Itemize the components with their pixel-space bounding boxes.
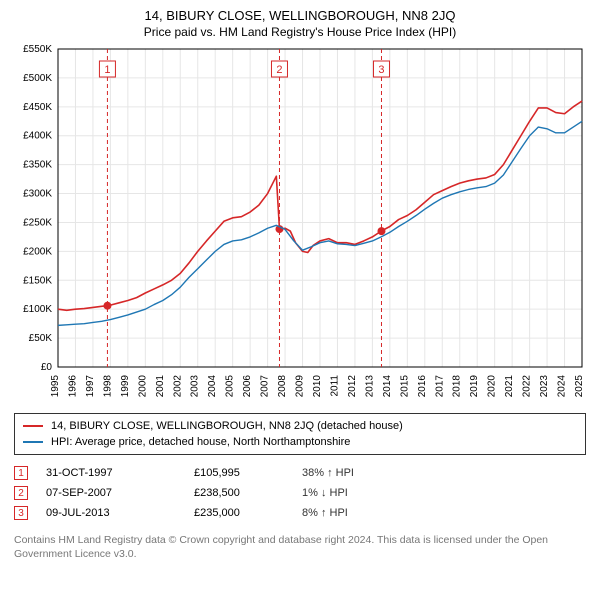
sale-hpi-diff: 1% ↓ HPI <box>302 483 402 503</box>
svg-text:2024: 2024 <box>557 375 568 398</box>
svg-text:2017: 2017 <box>434 375 445 398</box>
svg-text:£500K: £500K <box>23 73 52 84</box>
svg-text:£100K: £100K <box>23 304 52 315</box>
sale-date: 31-OCT-1997 <box>46 463 176 483</box>
sales-row: 3 09-JUL-2013 £235,000 8% ↑ HPI <box>14 503 586 523</box>
chart-subtitle: Price paid vs. HM Land Registry's House … <box>14 25 586 39</box>
svg-text:2002: 2002 <box>172 375 183 398</box>
svg-text:2: 2 <box>276 64 282 76</box>
chart-svg: £0 £50K £100K £150K £200K £250K £300K £350K £400… <box>14 45 586 405</box>
svg-text:2018: 2018 <box>452 375 463 398</box>
sale-date: 09-JUL-2013 <box>46 503 176 523</box>
svg-text:2019: 2019 <box>469 375 480 398</box>
sale-price: £238,500 <box>194 483 284 503</box>
legend-swatch <box>23 441 43 443</box>
legend-label: HPI: Average price, detached house, Nort… <box>51 434 350 450</box>
svg-text:2000: 2000 <box>137 375 148 398</box>
sale-date: 07-SEP-2007 <box>46 483 176 503</box>
svg-text:2005: 2005 <box>225 375 236 398</box>
legend-swatch <box>23 425 43 427</box>
svg-text:£350K: £350K <box>23 160 52 171</box>
svg-text:2023: 2023 <box>539 375 550 398</box>
svg-text:2010: 2010 <box>312 375 323 398</box>
svg-text:£150K: £150K <box>23 275 52 286</box>
svg-text:1: 1 <box>104 64 110 76</box>
svg-text:2014: 2014 <box>382 375 393 398</box>
svg-text:1997: 1997 <box>85 375 96 398</box>
legend-row: 14, BIBURY CLOSE, WELLINGBOROUGH, NN8 2J… <box>23 418 577 434</box>
sale-hpi-diff: 38% ↑ HPI <box>302 463 402 483</box>
sales-table: 131-OCT-1997£105,99538% ↑ HPI207-SEP-200… <box>14 463 586 523</box>
svg-text:1998: 1998 <box>102 375 113 398</box>
sales-row: 1 31-OCT-1997 £105,995 38% ↑ HPI <box>14 463 586 483</box>
svg-text:£0: £0 <box>41 362 53 373</box>
svg-text:2013: 2013 <box>364 375 375 398</box>
svg-text:2006: 2006 <box>242 375 253 398</box>
svg-text:1995: 1995 <box>50 375 61 398</box>
sales-row: 2 07-SEP-2007 £238,500 1% ↓ HPI <box>14 483 586 503</box>
sale-hpi-diff: 8% ↑ HPI <box>302 503 402 523</box>
svg-text:£400K: £400K <box>23 131 52 142</box>
svg-text:2007: 2007 <box>260 375 271 398</box>
legend-label: 14, BIBURY CLOSE, WELLINGBOROUGH, NN8 2J… <box>51 418 403 434</box>
svg-text:2022: 2022 <box>522 375 533 398</box>
sale-marker-badge: 1 <box>14 466 28 480</box>
svg-text:£300K: £300K <box>23 189 52 200</box>
series-legend: 14, BIBURY CLOSE, WELLINGBOROUGH, NN8 2J… <box>14 413 586 455</box>
svg-text:2011: 2011 <box>329 375 340 397</box>
svg-text:2021: 2021 <box>504 375 515 398</box>
svg-text:3: 3 <box>378 64 384 76</box>
svg-text:2009: 2009 <box>295 375 306 398</box>
svg-text:£250K: £250K <box>23 217 52 228</box>
svg-text:2008: 2008 <box>277 375 288 398</box>
legend-row: HPI: Average price, detached house, Nort… <box>23 434 577 450</box>
svg-text:2015: 2015 <box>399 375 410 398</box>
svg-text:£50K: £50K <box>29 333 53 344</box>
svg-text:2012: 2012 <box>347 375 358 398</box>
sale-price: £235,000 <box>194 503 284 523</box>
sale-marker-badge: 3 <box>14 506 28 520</box>
price-chart: £0 £50K £100K £150K £200K £250K £300K £350K £400… <box>14 45 586 405</box>
svg-text:2003: 2003 <box>190 375 201 398</box>
sale-marker-badge: 2 <box>14 486 28 500</box>
svg-text:2001: 2001 <box>155 375 166 398</box>
chart-title: 14, BIBURY CLOSE, WELLINGBOROUGH, NN8 2J… <box>14 8 586 23</box>
svg-text:£550K: £550K <box>23 45 52 55</box>
attribution-text: Contains HM Land Registry data © Crown c… <box>14 533 586 561</box>
svg-text:1996: 1996 <box>67 375 78 398</box>
svg-text:2004: 2004 <box>207 375 218 398</box>
svg-text:£200K: £200K <box>23 246 52 257</box>
svg-text:2016: 2016 <box>417 375 428 398</box>
sale-price: £105,995 <box>194 463 284 483</box>
svg-text:2025: 2025 <box>574 375 585 398</box>
svg-text:£450K: £450K <box>23 102 52 113</box>
svg-text:2020: 2020 <box>487 375 498 398</box>
svg-text:1999: 1999 <box>120 375 131 398</box>
